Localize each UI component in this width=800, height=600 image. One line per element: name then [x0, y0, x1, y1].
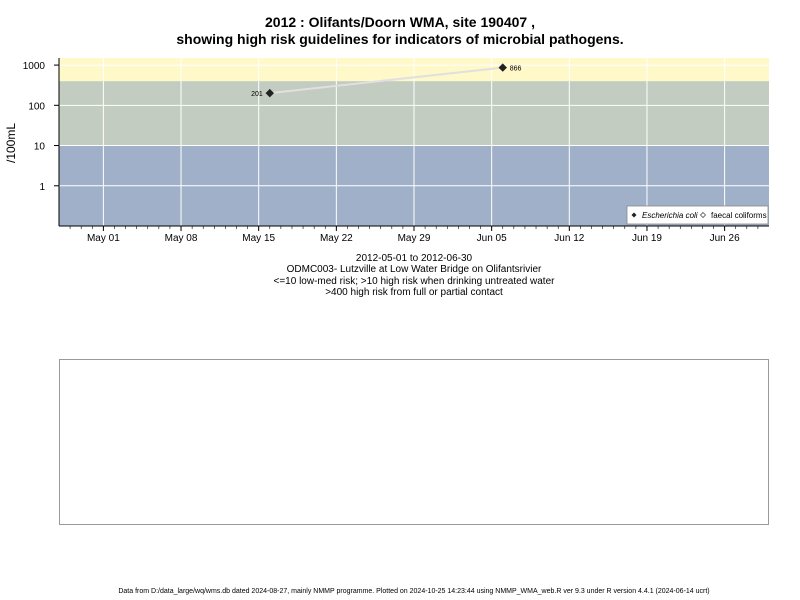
x-tick-label: May 08 [165, 233, 198, 244]
legend-marker-faecal-coliforms [699, 211, 707, 219]
caption-site-name: ODMC003- Lutzville at Low Water Bridge o… [286, 264, 542, 275]
x-tick-label: Jun 12 [554, 233, 584, 244]
x-tick-label: May 01 [87, 233, 120, 244]
y-axis-label: /100mL [4, 123, 18, 163]
chart-title-line-2: showing high risk guidelines for indicat… [176, 31, 624, 47]
legend-marker-e-coli [631, 212, 637, 218]
footer-note: Data from D:/data_large/wq/wms.db dated … [118, 588, 710, 595]
caption-risk-low: <=10 low-med risk; >10 high risk when dr… [273, 276, 555, 287]
legend: Escherichia coli faecal coliforms [626, 205, 769, 225]
y-axis: 1 10 100 1000 [23, 58, 60, 226]
x-tick-label: May 15 [242, 233, 275, 244]
legend-label-faecal-coliforms: faecal coliforms [711, 211, 767, 220]
chart-title-line-1: 2012 : Olifants/Doorn WMA, site 190407 , [265, 14, 535, 30]
data-point-diamond [498, 63, 507, 72]
caption-risk-high: >400 high risk from full or partial cont… [325, 287, 503, 298]
x-tick-label: Jun 19 [632, 233, 662, 244]
empty-plot-panel [59, 359, 769, 525]
grid-lines [59, 58, 769, 226]
x-tick-label: Jun 05 [477, 233, 507, 244]
y-tick-label: 100 [28, 101, 45, 112]
series-line-0 [269, 66, 503, 95]
legend-label-e-coli: Escherichia coli [642, 211, 698, 220]
data-point-diamond [265, 88, 274, 98]
data-point-label: 201 [251, 91, 263, 98]
y-tick-label: 1 [39, 182, 45, 193]
caption-date-range: 2012-05-01 to 2012-06-30 [355, 253, 473, 264]
series-layer: 201 866 [251, 63, 522, 98]
data-point-label: 866 [510, 66, 522, 73]
x-axis: May 01 May 08 May 15 May 22 May 29 Jun 05 Jun … [59, 225, 769, 244]
y-tick-label: 10 [34, 142, 46, 153]
legend-box [626, 205, 769, 225]
y-tick-label: 1000 [23, 61, 46, 72]
x-tick-label: Jun 26 [710, 233, 740, 244]
x-tick-label: May 29 [398, 233, 431, 244]
x-tick-label: May 22 [320, 233, 353, 244]
